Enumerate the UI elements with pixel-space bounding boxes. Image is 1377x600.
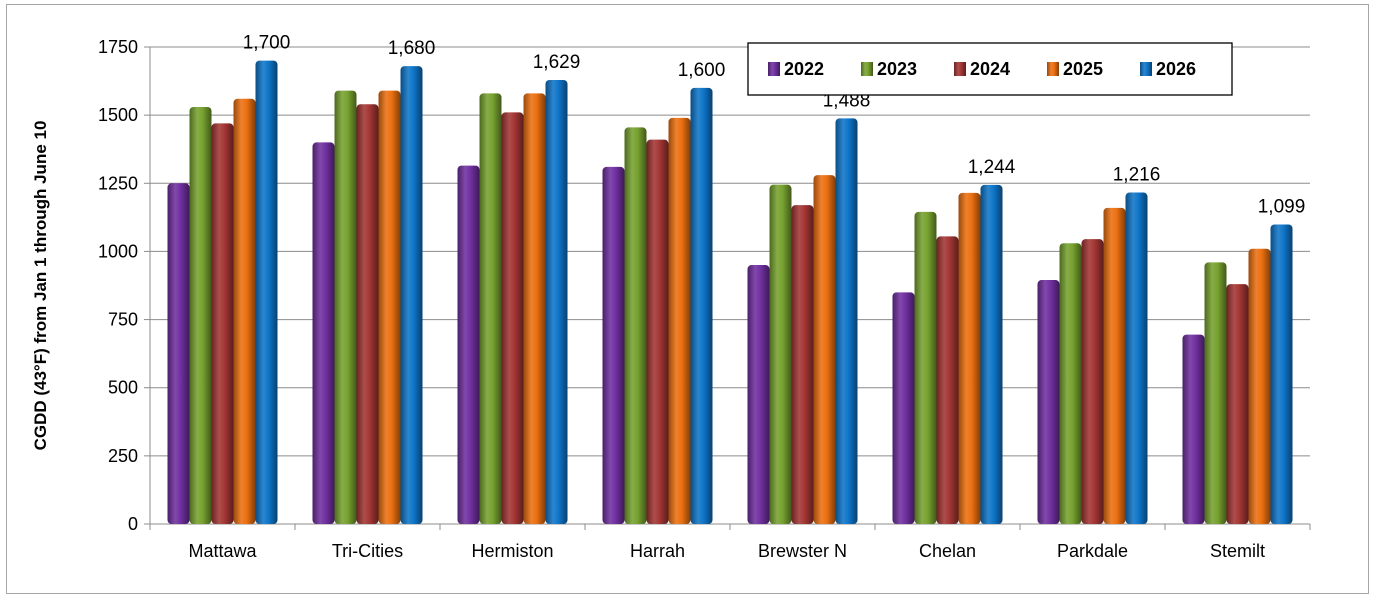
bar-2025-parkdale (1104, 208, 1126, 524)
category-label: Chelan (919, 541, 976, 561)
bar-2023-chelan (915, 212, 937, 524)
bar-2024-parkdale (1082, 239, 1104, 524)
bar-2024-tri-cities (357, 104, 379, 524)
bar-2023-tri-cities (335, 91, 357, 524)
category-label: Parkdale (1057, 541, 1128, 561)
bar-2026-harrah (691, 88, 713, 524)
y-tick-label: 1000 (98, 241, 138, 261)
bar-2024-hermiston (502, 112, 524, 524)
bar-2022-harrah (603, 167, 625, 524)
legend-label-2026: 2026 (1156, 59, 1196, 79)
data-label: 1,216 (1113, 165, 1161, 186)
legend-swatch-2025 (1047, 62, 1059, 76)
bar-2024-mattawa (212, 123, 234, 524)
bar-2022-parkdale (1038, 280, 1060, 524)
bar-2023-brewster-n (770, 185, 792, 524)
bar-2026-stemilt (1271, 224, 1293, 524)
legend-label-2023: 2023 (877, 59, 917, 79)
y-tick-label: 1250 (98, 173, 138, 193)
legend-swatch-2023 (861, 62, 873, 76)
data-label: 1,700 (243, 33, 291, 54)
bar-2023-mattawa (190, 107, 212, 524)
bar-2025-stemilt (1249, 249, 1271, 524)
y-tick-label: 500 (108, 378, 138, 398)
data-label: 1,629 (533, 52, 581, 73)
legend-label-2025: 2025 (1063, 59, 1103, 79)
bar-2026-hermiston (546, 80, 568, 524)
bar-2024-chelan (937, 236, 959, 524)
legend-swatch-2024 (954, 62, 966, 76)
bar-2022-brewster-n (748, 265, 770, 524)
bar-2026-brewster-n (836, 118, 858, 524)
bar-2025-chelan (959, 193, 981, 524)
bar-2024-stemilt (1227, 284, 1249, 524)
bar-2025-tri-cities (379, 91, 401, 524)
bar-2025-harrah (669, 118, 691, 524)
bar-2022-chelan (893, 292, 915, 524)
data-label: 1,680 (388, 38, 436, 59)
category-label: Mattawa (188, 541, 257, 561)
bar-2022-mattawa (168, 183, 190, 524)
bar-2022-tri-cities (313, 142, 335, 524)
legend-label-2024: 2024 (970, 59, 1010, 79)
y-tick-label: 250 (108, 446, 138, 466)
y-tick-label: 1750 (98, 37, 138, 57)
category-label: Tri-Cities (332, 541, 403, 561)
bar-2025-brewster-n (814, 175, 836, 524)
category-label: Stemilt (1210, 541, 1265, 561)
category-label: Harrah (630, 541, 685, 561)
bar-2023-stemilt (1205, 262, 1227, 524)
y-tick-label: 1500 (98, 105, 138, 125)
category-label: Hermiston (471, 541, 553, 561)
bar-2024-brewster-n (792, 205, 814, 524)
bar-2022-hermiston (458, 166, 480, 524)
bar-2025-hermiston (524, 93, 546, 524)
data-label: 1,600 (678, 60, 726, 81)
bar-2026-tri-cities (401, 66, 423, 524)
bars (168, 61, 1293, 524)
legend-label-2022: 2022 (784, 59, 824, 79)
y-tick-label: 750 (108, 310, 138, 330)
legend-swatch-2022 (768, 62, 780, 76)
data-label: 1,099 (1258, 196, 1306, 217)
bar-2025-mattawa (234, 99, 256, 524)
legend-swatch-2026 (1140, 62, 1152, 76)
category-label: Brewster N (758, 541, 847, 561)
y-tick-label: 0 (128, 514, 138, 534)
bar-2023-harrah (625, 127, 647, 524)
data-label: 1,244 (968, 157, 1016, 178)
bar-2022-stemilt (1183, 335, 1205, 524)
bar-2023-parkdale (1060, 243, 1082, 524)
y-axis-title: CGDD (43°F) from Jan 1 through June 10 (31, 121, 50, 451)
bar-2026-mattawa (256, 61, 278, 524)
bar-2024-harrah (647, 140, 669, 524)
bar-2026-parkdale (1126, 193, 1148, 524)
legend: 2022 2023 2024 2025 2026 (748, 43, 1232, 95)
bar-2023-hermiston (480, 93, 502, 524)
bar-2026-chelan (981, 185, 1003, 524)
